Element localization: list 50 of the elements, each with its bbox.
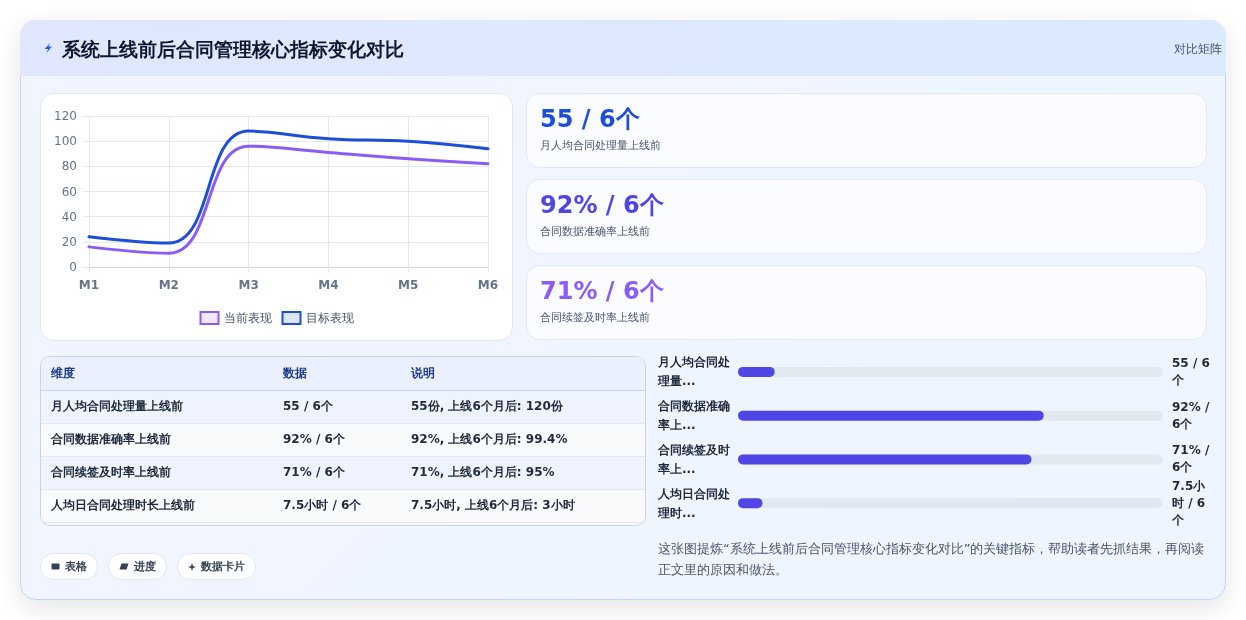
text: 55 / 6个	[540, 104, 640, 134]
x-tick-label: M2	[158, 278, 179, 292]
category-label: 数据	[273, 357, 401, 390]
text: 92%, 上线6个月后: 99.4%	[411, 432, 568, 446]
y-tick-label: 20	[61, 234, 77, 249]
tag-chip: 进度	[108, 553, 167, 580]
chart-title: 系统上线前后合同管理核心指标变化对比	[62, 37, 404, 62]
y-tick-label: 60	[61, 184, 77, 199]
tag-chip: 表格	[40, 553, 98, 580]
x-tick-label: M6	[477, 278, 499, 292]
text: 7.5小时 / 6个	[1172, 477, 1207, 529]
y-tick-label: 40	[61, 209, 77, 224]
text: 55 / 6个	[283, 399, 333, 413]
text: 合同续签及时率上线前	[540, 310, 650, 326]
text: 71% / 6个	[540, 276, 664, 306]
x-tick-label: M1	[78, 278, 100, 292]
text: 71% / 6个	[283, 465, 345, 479]
legend-label: 当前表现	[223, 311, 272, 325]
text: 92% / 6个	[283, 432, 345, 446]
category-label: 维度	[41, 357, 273, 390]
x-tick-label: M5	[398, 278, 419, 292]
text: 对比矩阵	[1174, 41, 1222, 58]
y-tick-label: 合同续签及时率上...	[657, 442, 730, 476]
text: 7.5小时, 上线6个月后: 3小时	[411, 498, 575, 512]
y-tick-label: 月人均合同处理量...	[657, 355, 730, 389]
y-tick-label: 人均日合同处理时...	[657, 486, 730, 520]
text: 人均日合同处理时长上线前	[51, 498, 195, 512]
y-tick-label: 合同数据准确率上...	[657, 399, 730, 433]
text: 这张图提炼“系统上线前后合同管理核心指标变化对比”的关键指标，帮助读者先抓结果，再阅读正文里的原因和做法。	[658, 540, 1206, 579]
y-tick-label: 120	[54, 109, 77, 123]
text: 月人均合同处理量上线前	[540, 138, 661, 154]
y-tick-label: 0	[69, 260, 77, 274]
category-label: 说明	[401, 357, 645, 390]
text: 55 / 6个	[1172, 354, 1211, 389]
text: 71%, 上线6个月后: 95%	[411, 465, 555, 479]
legend-label: 目标表现	[305, 311, 354, 325]
text: 合同续签及时率上线前	[51, 465, 171, 479]
text: 92% / 6个	[1172, 398, 1211, 433]
x-tick-label: M4	[318, 278, 339, 292]
text: 55份, 上线6个月后: 120份	[411, 399, 563, 413]
text: 71% / 6个	[1172, 442, 1211, 477]
text: 合同数据准确率上线前	[540, 224, 650, 240]
x-tick-label: M3	[238, 278, 259, 292]
text: 7.5小时 / 6个	[283, 498, 362, 512]
text: 92% / 6个	[540, 190, 664, 220]
y-tick-label: 100	[54, 134, 77, 149]
text: 月人均合同处理量上线前	[51, 399, 183, 413]
y-tick-label: 80	[61, 159, 77, 174]
tag-chip: 数据卡片	[177, 553, 256, 580]
text: 合同数据准确率上线前	[51, 432, 171, 446]
